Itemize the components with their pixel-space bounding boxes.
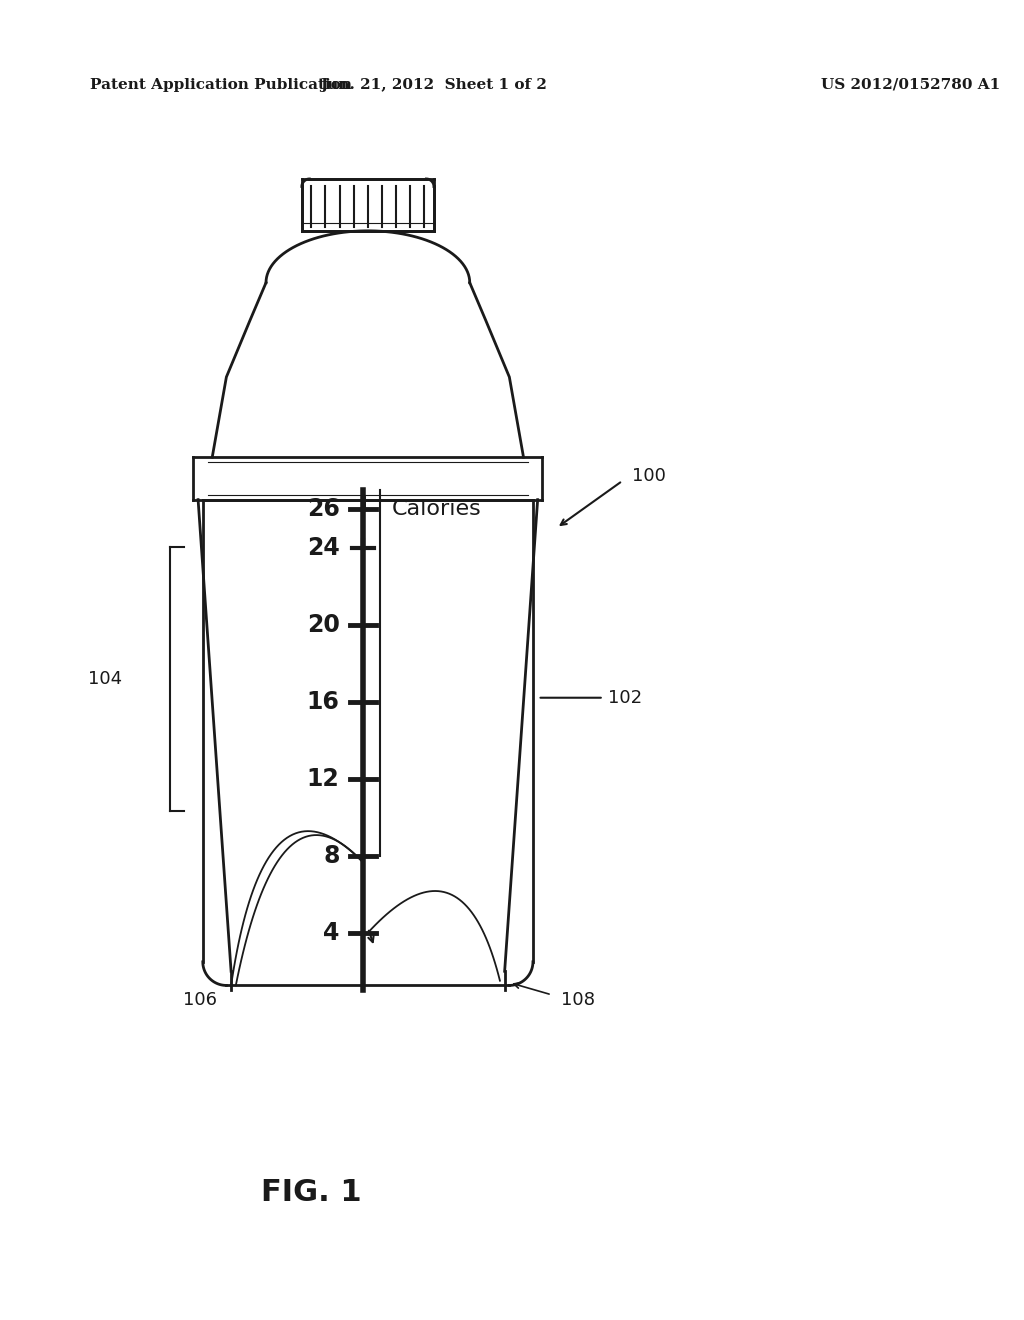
Text: 20: 20 [307,612,340,638]
Text: Patent Application Publication: Patent Application Publication [90,78,351,91]
Text: US 2012/0152780 A1: US 2012/0152780 A1 [820,78,999,91]
Text: 102: 102 [608,689,642,706]
Text: 16: 16 [307,690,340,714]
Text: 100: 100 [632,467,666,484]
Text: Jun. 21, 2012  Sheet 1 of 2: Jun. 21, 2012 Sheet 1 of 2 [321,78,548,91]
Text: 4: 4 [324,921,340,945]
Text: 104: 104 [88,669,123,688]
Text: 108: 108 [561,990,595,1008]
Text: 24: 24 [307,536,340,560]
Text: 8: 8 [323,843,340,867]
Text: FIG. 1: FIG. 1 [261,1179,361,1208]
Text: 12: 12 [307,767,340,791]
Text: Calories: Calories [391,499,481,520]
Text: 106: 106 [183,990,217,1008]
Text: 26: 26 [307,498,340,521]
